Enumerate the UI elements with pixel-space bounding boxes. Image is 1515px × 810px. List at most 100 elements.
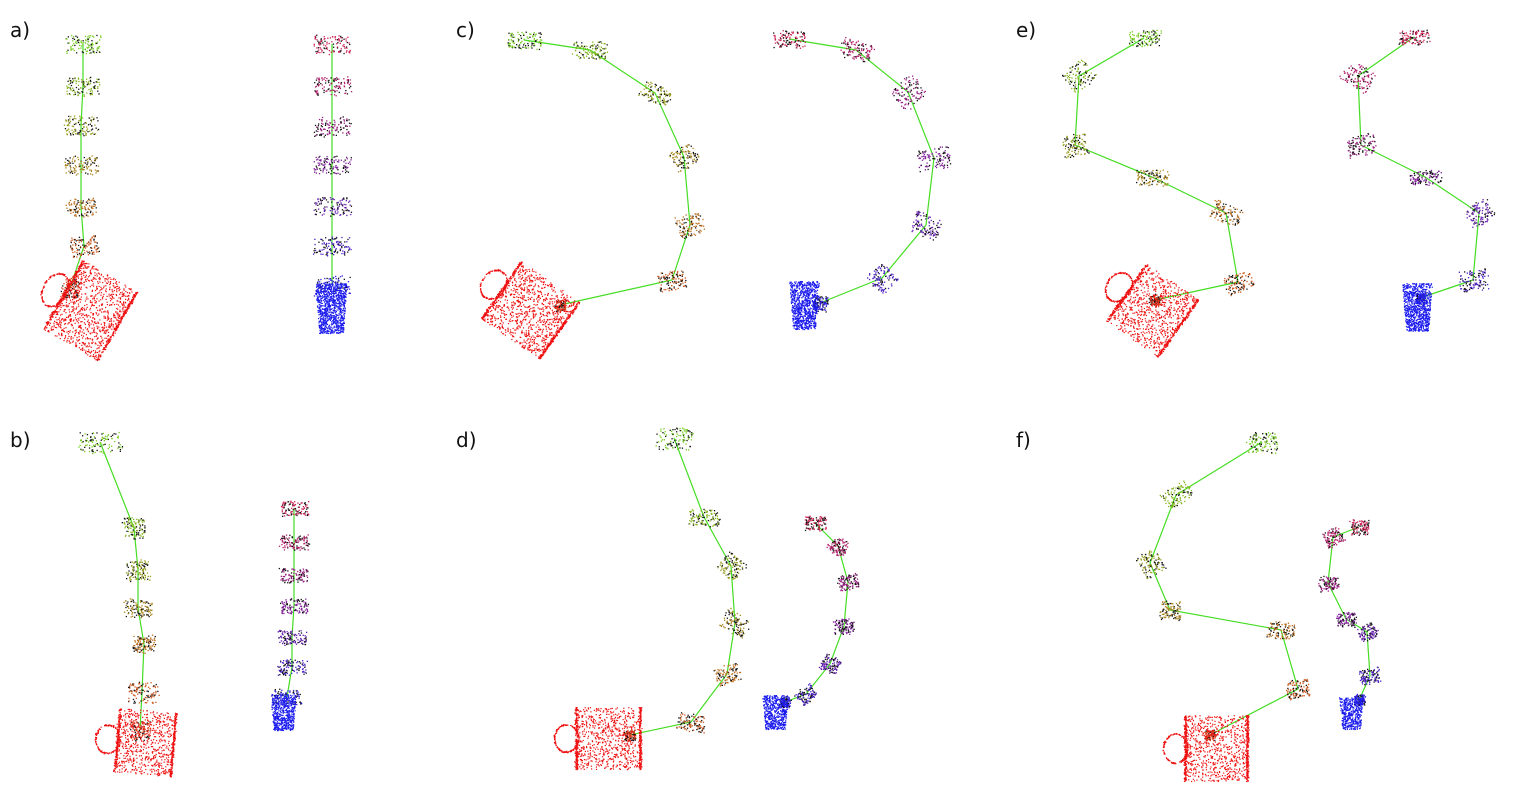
panel-d-mug-trajectory [623, 427, 750, 742]
panel-d-mug-trajectory-keypoint [717, 551, 747, 580]
panel-d-cup-trajectory-keypoint [794, 683, 817, 706]
panel-a-cup-trajectory [312, 34, 353, 297]
panel-f-cup-trajectory-keypoint [1322, 527, 1346, 549]
panel-d-mug-trajectory-keypoint [676, 712, 706, 734]
panel-f-cup-trajectory [1318, 519, 1382, 707]
panel-a-mug-trajectory-keypoint [64, 155, 100, 176]
panel-a-mug-trajectory-keypoint [70, 235, 100, 260]
panel-b-mug-trajectory-keypoint [132, 634, 157, 654]
panel-a-cup-trajectory-keypoint [313, 197, 353, 217]
panel-f-mug-trajectory-keypoint [1245, 432, 1278, 454]
panel-b-cup-trajectory-keypoint [277, 629, 308, 646]
panel-b-mug-trajectory-keypoint [125, 559, 152, 583]
panel-e-mug-trajectory-keypoint [1209, 199, 1244, 226]
panel-f-mug-trajectory-keypoint [1266, 621, 1296, 640]
panel-d-cup-trajectory-keypoint [804, 515, 828, 532]
panel-f-mug-trajectory-link [1149, 441, 1299, 736]
panel-f-cup-trajectory-keypoint [1359, 666, 1382, 686]
panel-c-mug-trajectory-keypoint [571, 41, 609, 60]
panel-d-mug [553, 707, 643, 771]
panel-b-mug-trajectory-link [99, 441, 145, 731]
panel-a-mug-trajectory-keypoint [65, 197, 97, 218]
panel-a-cup-trajectory-keypoint [314, 76, 353, 97]
panel-c-cup-trajectory-keypoint [917, 146, 952, 173]
panel-c-cup-trajectory-keypoint [892, 75, 926, 110]
panel-a-cup [315, 283, 348, 335]
panel-e-mug-trajectory [1062, 29, 1255, 308]
panel-a-mug-trajectory-keypoint [65, 34, 102, 55]
panel-b-mug-trajectory-keypoint [78, 431, 124, 455]
panel-a-cup-trajectory-keypoint [313, 116, 352, 138]
panel-d-cup-trajectory-keypoint [818, 653, 842, 675]
panel-d-mug-trajectory-link [629, 437, 736, 736]
panel-e-mug-trajectory-keypoint [1129, 29, 1162, 48]
panel-c-cup-trajectory-keypoint [911, 210, 942, 241]
panel-e-cup-trajectory-keypoint [1458, 268, 1490, 293]
panel-e-cup-trajectory-keypoint [1347, 133, 1377, 159]
panel-e-cup-trajectory-keypoint [1398, 29, 1431, 46]
panel-f-cup-trajectory-keypoint [1318, 575, 1340, 593]
panel-c-cup-trajectory-link [788, 38, 935, 304]
panel-a-cup-trajectory-keypoint [312, 236, 352, 257]
panel-c-cup-trajectory-keypoint [867, 264, 899, 294]
panel-f-mug-trajectory-keypoint [1136, 550, 1167, 580]
panel-label-e: e) [1016, 18, 1036, 42]
panel-f-cup-trajectory-keypoint [1349, 519, 1370, 536]
panel-label-b: b) [10, 428, 31, 452]
panel-a-cup-trajectory-keypoint [313, 155, 352, 175]
panel-a-mug-trajectory [60, 34, 102, 299]
panel-b-cup-trajectory-keypoint [278, 567, 309, 584]
panel-label-a: a) [10, 18, 30, 42]
panel-f-mug-trajectory [1136, 432, 1311, 742]
panel-d-mug-trajectory-keypoint [713, 663, 742, 687]
panel-a-cup-trajectory-keypoint [313, 34, 351, 56]
panel-d-cup-trajectory-link [784, 522, 849, 703]
panel-b-cup-trajectory [272, 500, 311, 706]
panel-b-mug-trajectory-keypoint [128, 681, 160, 704]
panel-label-f: f) [1016, 428, 1031, 452]
panel-e-mug-trajectory-keypoint [1223, 272, 1255, 297]
panel-e-mug-trajectory-keypoint [1062, 59, 1097, 93]
panel-f-mug [1162, 715, 1250, 783]
panel-d-cup-trajectory-keypoint [837, 572, 860, 592]
panel-b-mug-trajectory-keypoint [123, 598, 153, 619]
panel-b-cup [271, 694, 297, 732]
panel-d-cup-trajectory-keypoint [826, 538, 849, 557]
panel-c-mug-trajectory-keypoint [669, 144, 700, 173]
panel-f-cup-trajectory-keypoint [1357, 622, 1379, 642]
panel-f-mug-trajectory-keypoint [1159, 600, 1182, 622]
panel-b-mug-trajectory [78, 431, 160, 742]
panel-b-mug-trajectory-keypoint [121, 517, 146, 540]
panel-d-mug-trajectory-keypoint [655, 427, 694, 451]
panel-c-mug [479, 261, 581, 360]
panel-b-cup-trajectory-keypoint [280, 500, 310, 517]
panel-b-mug [94, 708, 178, 778]
panel-c-cup-trajectory [773, 30, 952, 313]
panel-e-cup-trajectory-link [1357, 36, 1480, 299]
panel-c-cup-trajectory-keypoint [840, 37, 875, 63]
panel-d-mug-trajectory-keypoint [688, 508, 721, 528]
panel-a-mug [40, 260, 139, 362]
panel-e-mug-trajectory-keypoint [1136, 169, 1170, 187]
panel-c-cup-trajectory-keypoint [811, 295, 829, 313]
panel-e-mug-trajectory-keypoint [1062, 133, 1090, 159]
panel-c-mug-trajectory-keypoint [674, 213, 705, 239]
panel-label-d: d) [456, 428, 477, 452]
panel-d-cup-trajectory [779, 515, 860, 709]
panel-e-cup-trajectory-keypoint [1339, 64, 1376, 94]
panel-f-cup [1339, 697, 1365, 731]
panel-c-mug-trajectory-keypoint [507, 31, 543, 51]
panel-c-mug-trajectory-keypoint [657, 270, 688, 293]
panel-a-mug-trajectory-link [69, 44, 85, 289]
panel-d-cup-trajectory-keypoint [832, 618, 855, 635]
panel-e-mug-trajectory-link [1074, 37, 1239, 301]
panel-e-cup-trajectory-keypoint [1409, 169, 1443, 186]
panel-a-mug-trajectory-keypoint [63, 115, 100, 137]
panel-a-mug-trajectory-keypoint [66, 76, 101, 97]
panel-c-cup [789, 281, 820, 331]
panel-d-mug-trajectory-keypoint [719, 607, 750, 639]
panel-c-mug-trajectory-keypoint [638, 81, 672, 106]
panel-e-mug [1104, 264, 1199, 358]
panel-e-cup [1402, 283, 1433, 332]
